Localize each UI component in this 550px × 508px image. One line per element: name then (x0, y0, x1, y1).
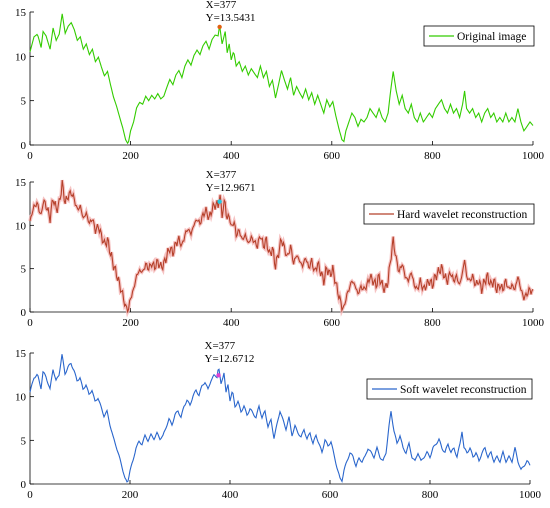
x-tick-label-original-200: 200 (122, 150, 139, 162)
y-tick-label-original-10: 10 (15, 51, 27, 63)
series-line-soft (29, 354, 531, 483)
legend-label-original: Original image (457, 31, 526, 43)
y-tick-label-hard-15: 15 (15, 177, 27, 189)
x-tick-label-hard-800: 800 (424, 317, 441, 329)
series-line-original (29, 13, 534, 145)
x-tick-label-soft-800: 800 (422, 489, 439, 501)
x-tick-label-original-600: 600 (324, 150, 341, 162)
marker-point-original (217, 24, 222, 30)
x-tick-label-hard-1000: 1000 (522, 317, 545, 329)
legend-label-hard: Hard wavelet reconstruction (397, 209, 528, 221)
series-line-hard (29, 180, 534, 314)
series-shadow-hard (28, 179, 535, 318)
marker-label-x-hard: X=377 (206, 169, 237, 181)
x-tick-label-soft-200: 200 (122, 489, 139, 501)
x-tick-label-hard-600: 600 (324, 317, 341, 329)
legend-box-soft (366, 378, 533, 400)
x-tick-label-soft-0: 0 (27, 489, 33, 501)
y-tick-label-original-5: 5 (21, 96, 27, 108)
y-tick-label-original-15: 15 (15, 7, 27, 19)
legend-original[interactable]: Original image (423, 25, 535, 47)
y-tick-label-soft-10: 10 (15, 392, 27, 404)
legend-box-hard (363, 203, 535, 225)
x-tick-label-soft-400: 400 (222, 489, 239, 501)
x-tick-label-original-800: 800 (424, 150, 441, 162)
marker-label-y-original: Y=13.5431 (206, 12, 256, 24)
marker-label-x-soft: X=377 (205, 340, 236, 352)
marker-label-y-soft: Y=12.6712 (205, 353, 255, 365)
y-tick-label-soft-15: 15 (15, 348, 27, 360)
marker-label-x-original: X=377 (206, 0, 237, 11)
y-tick-label-soft-5: 5 (21, 435, 27, 447)
x-tick-label-soft-1000: 1000 (519, 489, 542, 501)
y-tick-label-hard-10: 10 (15, 220, 27, 232)
grid-layer-0: 0 200 400 600 800 1000 0 5 10 15 (15, 7, 545, 162)
legend-label-soft: Soft wavelet reconstruction (400, 384, 527, 396)
grid-layer-1: 0 200 400 600 800 1000 0 5 10 15 (15, 177, 545, 329)
x-tick-label-soft-600: 600 (322, 489, 339, 501)
y-tick-label-original-0: 0 (21, 140, 27, 152)
marker-point-hard (217, 199, 222, 204)
y-tick-label-hard-0: 0 (21, 307, 27, 319)
legend-soft[interactable]: Soft wavelet reconstruction (366, 378, 533, 400)
x-tick-label-original-1000: 1000 (522, 150, 545, 162)
grid-layer-2: 0 200 400 600 800 1000 0 5 10 15 (15, 348, 542, 501)
legend-hard[interactable]: Hard wavelet reconstruction (363, 203, 535, 225)
x-tick-label-hard-0: 0 (27, 317, 33, 329)
y-tick-label-soft-0: 0 (21, 479, 27, 491)
x-tick-label-original-0: 0 (27, 150, 33, 162)
y-tick-label-hard-5: 5 (21, 264, 27, 276)
x-tick-label-hard-400: 400 (223, 317, 240, 329)
marker-point-soft (216, 373, 221, 378)
x-tick-label-hard-200: 200 (122, 317, 139, 329)
legend-box-original (423, 25, 535, 47)
marker-label-y-hard: Y=12.9671 (206, 182, 256, 194)
x-tick-label-original-400: 400 (223, 150, 240, 162)
